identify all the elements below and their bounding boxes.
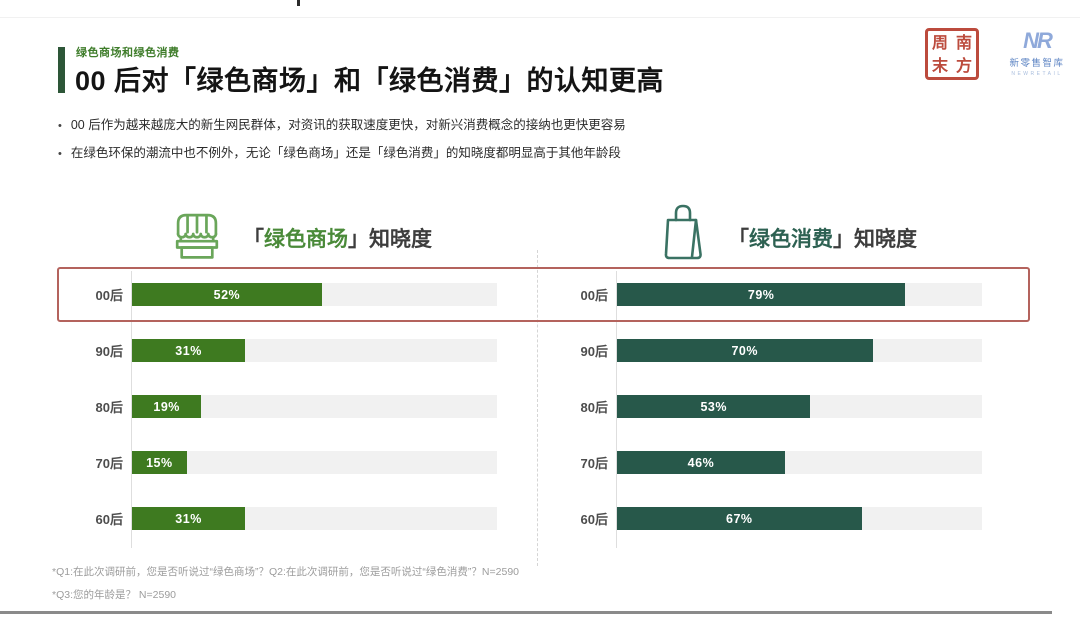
- cursor-artifact: [297, 0, 300, 6]
- bar-fill: 31%: [132, 507, 246, 530]
- category-label: 00后: [580, 288, 608, 303]
- bar-value: 31%: [175, 343, 202, 358]
- bar-row-60后: 60后 67%: [553, 507, 982, 530]
- bar-value: 19%: [153, 399, 180, 414]
- bar-fill: 19%: [132, 395, 202, 418]
- bar-fill: 52%: [132, 283, 322, 306]
- consumption-chart-title: 「绿色消费」知晓度: [728, 223, 917, 253]
- category-label: 60后: [95, 512, 123, 527]
- category-label: 90后: [580, 344, 608, 359]
- bullet-item: • 在绿色环保的潮流中也不例外，无论「绿色商场」还是「绿色消费」的知晓度都明显高于…: [58, 140, 626, 168]
- nr-monogram: NR: [1023, 28, 1053, 53]
- shopping-bag-icon: [660, 201, 706, 266]
- consumption-chart-title-suffix: 」知晓度: [833, 228, 917, 251]
- mall-chart-title-suffix: 」知晓度: [348, 228, 432, 251]
- section-eyebrow: 绿色商场和绿色消费: [76, 47, 180, 59]
- summary-bullets: • 00 后作为越来越庞大的新生网民群体，对资讯的获取速度更快，对新兴消费概念的接…: [58, 112, 626, 168]
- category-label: 80后: [580, 400, 608, 415]
- category-label: 60后: [580, 512, 608, 527]
- bar-row-70后: 70后 15%: [68, 451, 497, 474]
- footnotes: *Q1:在此次调研前，您是否听说过“绿色商场”？Q2:在此次调研前，您是否听说过…: [52, 561, 519, 607]
- bar-value: 52%: [213, 287, 241, 302]
- bar-track: 70%: [617, 339, 982, 362]
- footnote-line: *Q3:您的年龄是？ N=2590: [52, 589, 177, 601]
- bullet-text: 00 后作为越来越庞大的新生网民群体，对资讯的获取速度更快，对新兴消费概念的接纳…: [70, 118, 626, 132]
- footnote-line: *Q1:在此次调研前，您是否听说过“绿色商场”？Q2:在此次调研前，您是否听说过…: [52, 566, 519, 578]
- mall-chart-title-highlight: 绿色商场: [264, 228, 348, 251]
- new-retail-logo: NR 新零售智库 NEWRETAIL: [1000, 28, 1074, 78]
- bar-fill: 79%: [617, 283, 906, 306]
- mall-chart-title: 「绿色商场」知晓度: [243, 223, 432, 253]
- bar-track: 46%: [617, 451, 982, 474]
- title-accent-bar: [58, 47, 65, 93]
- top-divider-line: [0, 17, 1080, 18]
- mall-awareness-chart: 00后 52% 90后 31% 80后 19% 70后 15% 60后 31%: [68, 283, 497, 563]
- category-label: 70后: [95, 456, 123, 471]
- highlight-box-00hou: [57, 267, 1030, 322]
- mall-chart-axis: [131, 271, 132, 548]
- seal-char: 南: [955, 32, 972, 52]
- bar-row-90后: 90后 70%: [553, 339, 982, 362]
- bar-value: 70%: [731, 343, 759, 358]
- category-label: 00后: [95, 288, 123, 303]
- seal-char: 末: [931, 55, 948, 75]
- bar-track: 79%: [617, 283, 982, 306]
- bar-track: 31%: [132, 339, 497, 362]
- bracket: 「: [728, 228, 749, 251]
- bar-fill: 15%: [132, 451, 187, 474]
- bar-row-80后: 80后 53%: [553, 395, 982, 418]
- charts-divider: [537, 250, 538, 566]
- bar-row-70后: 70后 46%: [553, 451, 982, 474]
- bar-fill: 67%: [617, 507, 862, 530]
- bar-track: 19%: [132, 395, 497, 418]
- bracket: 「: [243, 228, 264, 251]
- bar-value: 53%: [700, 399, 727, 414]
- bar-fill: 46%: [617, 451, 785, 474]
- category-label: 80后: [95, 400, 123, 415]
- bar-fill: 70%: [617, 339, 873, 362]
- bar-row-60后: 60后 31%: [68, 507, 497, 530]
- bullet-item: • 00 后作为越来越庞大的新生网民群体，对资讯的获取速度更快，对新兴消费概念的接…: [58, 112, 626, 140]
- storefront-icon: [170, 206, 224, 267]
- bar-row-00后: 00后 79%: [553, 283, 982, 306]
- bar-track: 52%: [132, 283, 497, 306]
- bar-value: 31%: [175, 511, 202, 526]
- category-label: 70后: [580, 456, 608, 471]
- nr-tagline: NEWRETAIL: [1011, 71, 1063, 77]
- bar-track: 67%: [617, 507, 982, 530]
- bar-row-00后: 00后 52%: [68, 283, 497, 306]
- nr-name: 新零售智库: [1009, 58, 1065, 69]
- nanfang-zhoumo-seal-logo: 周 南 末 方: [925, 28, 979, 80]
- seal-char: 周: [931, 32, 948, 52]
- bullet-text: 在绿色环保的潮流中也不例外，无论「绿色商场」还是「绿色消费」的知晓度都明显高于其…: [70, 146, 621, 160]
- consumption-chart-axis: [616, 271, 617, 548]
- bar-value: 15%: [146, 455, 173, 470]
- category-label: 90后: [95, 344, 123, 359]
- consumption-awareness-chart: 00后 79% 90后 70% 80后 53% 70后 46% 60后 67%: [553, 283, 982, 563]
- bar-row-90后: 90后 31%: [68, 339, 497, 362]
- bar-track: 53%: [617, 395, 982, 418]
- bar-value: 79%: [747, 287, 775, 302]
- bottom-divider-line: [0, 611, 1052, 614]
- bar-row-80后: 80后 19%: [68, 395, 497, 418]
- bar-track: 15%: [132, 451, 497, 474]
- bar-track: 31%: [132, 507, 497, 530]
- bullet-dot: •: [58, 120, 62, 132]
- bullet-dot: •: [58, 148, 62, 160]
- page-title: 00 后对「绿色商场」和「绿色消费」的认知更高: [75, 66, 665, 96]
- bar-value: 67%: [726, 511, 753, 526]
- bar-value: 46%: [687, 455, 715, 470]
- bar-fill: 31%: [132, 339, 246, 362]
- seal-char: 方: [955, 55, 972, 75]
- consumption-chart-title-highlight: 绿色消费: [749, 228, 833, 251]
- bar-fill: 53%: [617, 395, 811, 418]
